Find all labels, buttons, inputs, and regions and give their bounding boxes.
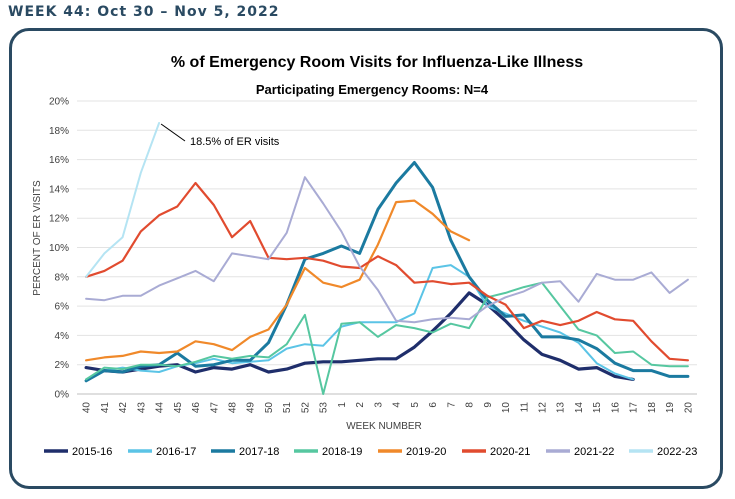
legend: 2015-16 2016-17 2017-18 2018-19 2019-20 2020-… — [44, 446, 697, 458]
x-tick-label: 9 — [483, 402, 494, 408]
x-tick-label: 43 — [136, 402, 147, 414]
legend-entry: 2016-17 — [156, 446, 196, 458]
y-tick-label: 4% — [55, 331, 70, 342]
series-line-2015-16 — [84, 291, 635, 381]
y-tick-label: 20% — [49, 97, 69, 108]
x-tick-label: 18 — [647, 402, 658, 414]
x-tick-label: 50 — [264, 402, 275, 414]
x-tick-label: 17 — [629, 402, 640, 414]
legend-entry: 2017-18 — [239, 446, 279, 458]
x-tick-label: 47 — [209, 402, 220, 414]
y-axis-label: PERCENT OF ER VISITS — [32, 180, 43, 296]
x-axis-label: WEEK NUMBER — [346, 421, 422, 432]
y-tick-label: 14% — [49, 184, 69, 195]
y-tick-label: 0% — [55, 390, 70, 401]
x-tick-label: 20 — [683, 402, 694, 414]
x-tick-label: 40 — [82, 402, 93, 414]
x-tick-label: 2 — [355, 402, 366, 408]
x-tick-label: 16 — [610, 402, 621, 414]
x-tick-label: 8 — [465, 402, 476, 408]
x-tick-label: 53 — [319, 402, 330, 414]
series-lines — [84, 122, 690, 395]
x-tick-label: 15 — [592, 402, 603, 414]
series-line-2019-20 — [84, 199, 471, 362]
x-tick-label: 51 — [282, 402, 293, 414]
x-tick-label: 11 — [519, 402, 530, 413]
x-tick-label: 48 — [228, 402, 239, 414]
x-tick-label: 12 — [538, 402, 549, 414]
y-tick-label: 2% — [55, 360, 70, 371]
x-tick-label: 6 — [428, 402, 439, 408]
y-tick-label: 10% — [49, 243, 69, 254]
y-tick-label: 12% — [49, 214, 69, 225]
chart-subtitle: Participating Emergency Rooms: N=4 — [256, 82, 489, 97]
x-tick-label: 41 — [100, 402, 111, 414]
legend-entry: 2020-21 — [490, 446, 530, 458]
series-line-2020-21 — [84, 181, 690, 362]
x-axis-ticks: 40 41 42 43 44 45 46 47 48 49 50 51 52 53 1 2 3 4 5 6 7 8 9 10 1… — [82, 402, 695, 414]
legend-entry: 2019-20 — [406, 446, 446, 458]
x-tick-label: 4 — [392, 402, 403, 408]
x-tick-label: 13 — [556, 402, 567, 414]
y-tick-label: 8% — [55, 272, 70, 283]
x-tick-label: 42 — [118, 402, 129, 414]
x-tick-label: 5 — [410, 402, 421, 408]
chart-frame — [9, 28, 723, 489]
x-tick-label: 46 — [191, 402, 202, 414]
annotation-label: 18.5% of ER visits — [190, 136, 280, 148]
y-tick-label: 18% — [49, 126, 69, 137]
legend-entry: 2018-19 — [322, 446, 362, 458]
legend-entry: 2022-23 — [657, 446, 697, 458]
legend-entry: 2021-22 — [574, 446, 614, 458]
x-tick-label: 7 — [446, 402, 457, 408]
legend-entry: 2015-16 — [72, 446, 112, 458]
x-tick-label: 10 — [501, 402, 512, 414]
x-tick-label: 1 — [337, 402, 348, 408]
x-tick-label: 44 — [155, 402, 166, 414]
x-tick-label: 49 — [246, 402, 257, 414]
y-axis-ticks: 0% 2% 4% 6% 8% 10% 12% 14% 16% 18% 20% — [49, 97, 69, 401]
x-tick-label: 45 — [173, 402, 184, 414]
x-tick-label: 3 — [373, 402, 384, 408]
annotation: 18.5% of ER visits — [160, 123, 280, 148]
y-tick-label: 6% — [55, 302, 70, 313]
x-tick-label: 52 — [300, 402, 311, 414]
chart-title: % of Emergency Room Visits for Influenza… — [171, 54, 583, 71]
series-line-2021-22 — [85, 176, 689, 324]
series-line-2017-18 — [84, 161, 690, 383]
series-line-2018-19 — [85, 281, 689, 395]
x-tick-label: 19 — [665, 402, 676, 414]
x-tick-label: 14 — [574, 402, 585, 414]
gridlines — [77, 100, 697, 395]
annotation-leader — [160, 123, 186, 142]
week-header: WEEK 44: Oct 30 – Nov 5, 2022 — [8, 4, 280, 20]
series-line-2022-23 — [85, 122, 161, 278]
y-tick-label: 16% — [49, 155, 69, 166]
